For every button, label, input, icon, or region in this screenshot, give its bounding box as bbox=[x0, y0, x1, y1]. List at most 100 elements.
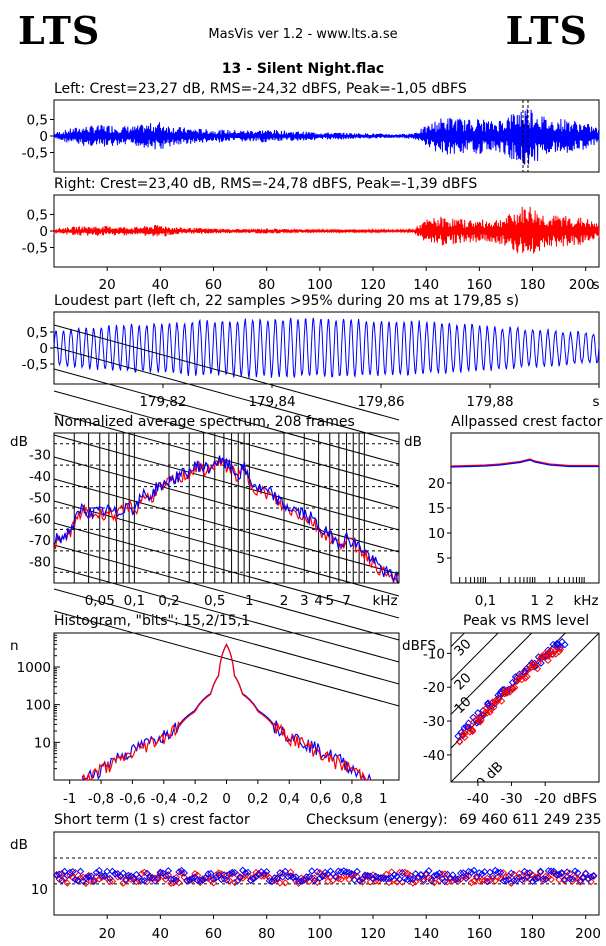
short-term-point-left bbox=[196, 876, 204, 885]
short-term-point-left bbox=[193, 876, 202, 885]
short-term-point-left bbox=[223, 876, 231, 884]
short-term-point-left bbox=[483, 877, 492, 886]
crest-y-tick-label: 10 bbox=[428, 526, 445, 542]
short-term-point-left bbox=[180, 869, 188, 877]
peak-rms-x-tick-label: -30 bbox=[501, 791, 523, 807]
peak-rms-y-tick-label: -20 bbox=[423, 680, 445, 696]
short-term-point-right bbox=[345, 875, 353, 884]
short-term-point-left bbox=[494, 868, 502, 876]
short-term-point-right bbox=[589, 872, 598, 881]
short-term-point-left bbox=[576, 876, 585, 885]
peak-rms-point-left bbox=[556, 643, 564, 652]
short-term-point-right bbox=[276, 879, 284, 887]
short-term-point-left bbox=[470, 866, 478, 875]
peak-rms-diagonal-label: 0 dB bbox=[473, 759, 506, 792]
crest-frame bbox=[450, 432, 600, 584]
x-unit-right: s bbox=[592, 277, 599, 293]
short-term-point-left bbox=[52, 871, 61, 880]
short-term-point-left bbox=[581, 869, 590, 878]
short-term-point-left bbox=[217, 875, 226, 884]
peak-rms-point-left bbox=[549, 640, 557, 649]
short-term-point-left bbox=[60, 867, 69, 876]
short-term-point-left bbox=[143, 869, 151, 878]
spectrum-x-tick-label: 0,05 bbox=[85, 593, 115, 609]
short-term-point-left bbox=[568, 875, 577, 883]
short-term-point-left bbox=[555, 870, 563, 879]
peak-rms-diagonal-label: 10 bbox=[451, 694, 474, 717]
peak-rms-x-tick-label: -20 bbox=[534, 791, 556, 807]
loudest-x-tick-label: 179,88 bbox=[466, 394, 513, 410]
short-term-y-unit: dB bbox=[10, 837, 28, 853]
short-term-point-left bbox=[419, 875, 428, 884]
short-term-point-left bbox=[574, 869, 582, 877]
peak-rms-point-right bbox=[487, 705, 495, 713]
histogram-x-tick-label: 0,2 bbox=[247, 791, 268, 807]
short-term-point-left bbox=[414, 873, 422, 881]
short-term-point-right bbox=[438, 870, 446, 878]
y-tick-label-right: 0 bbox=[39, 224, 48, 240]
short-term-x-tick-label: 180 bbox=[520, 926, 546, 942]
spectrum-slope-line bbox=[53, 434, 400, 531]
short-term-point-left bbox=[488, 872, 497, 880]
spectrum-y-tick-label: -60 bbox=[29, 512, 51, 528]
short-term-point-left bbox=[584, 875, 593, 883]
loudest-x-tick-label: 179,84 bbox=[248, 394, 295, 410]
loudest-y-tick-label: -0,5 bbox=[22, 357, 48, 373]
short-term-point-left bbox=[236, 873, 244, 881]
short-term-point-right bbox=[116, 872, 125, 880]
short-term-point-left bbox=[228, 868, 236, 877]
peak-rms-point-right bbox=[523, 673, 531, 681]
short-term-point-left bbox=[542, 875, 550, 883]
short-term-point-right bbox=[523, 869, 531, 877]
app-title: MasVis ver 1.2 - www.lts.a.se bbox=[208, 27, 398, 42]
short-term-point-left bbox=[528, 877, 537, 886]
histogram-y-tick-label: 10 bbox=[34, 735, 51, 751]
crest-trace-left bbox=[450, 459, 599, 468]
crest-x-tick-label: 1 bbox=[531, 593, 540, 609]
spectrum-trace-left bbox=[53, 455, 400, 585]
short-term-point-left bbox=[138, 876, 146, 885]
histogram-y-tick-label: 100 bbox=[25, 698, 51, 714]
crest-trace-right bbox=[450, 458, 599, 467]
short-term-point-right bbox=[278, 869, 287, 878]
short-term-point-left bbox=[478, 870, 486, 878]
crest-x-unit: kHz bbox=[573, 593, 598, 609]
short-term-point-left bbox=[119, 869, 127, 877]
spectrum-slope-line bbox=[53, 324, 400, 421]
short-term-x-tick-label: 140 bbox=[413, 926, 439, 942]
short-term-point-left bbox=[587, 873, 595, 881]
short-term-point-left bbox=[374, 873, 383, 882]
x-tick-label-right: 20 bbox=[99, 277, 116, 293]
short-term-point-left bbox=[507, 869, 515, 877]
short-term-point-right bbox=[82, 879, 90, 887]
histogram-x-tick-label: -0,8 bbox=[88, 791, 114, 807]
short-term-x-tick-label: 60 bbox=[205, 926, 222, 942]
spectrum-slope-line bbox=[53, 500, 400, 597]
short-term-point-left bbox=[462, 874, 470, 882]
short-term-point-left bbox=[55, 870, 64, 878]
y-tick-label-left: 0 bbox=[39, 129, 48, 145]
peak-rms-point-left bbox=[537, 659, 545, 667]
spectrum-slope-line bbox=[53, 346, 400, 443]
short-term-point-left bbox=[316, 874, 324, 882]
crest-y-unit: dB bbox=[404, 434, 422, 450]
peak-rms-x-unit: dBFS bbox=[563, 791, 597, 807]
short-term-point-right bbox=[175, 878, 183, 887]
short-term-point-left bbox=[106, 874, 114, 883]
short-term-point-left bbox=[244, 868, 252, 877]
short-term-point-left bbox=[430, 872, 438, 880]
peak-rms-point-left bbox=[457, 728, 466, 736]
short-term-point-right bbox=[63, 879, 71, 887]
peak-rms-point-right bbox=[510, 683, 519, 692]
short-term-point-left bbox=[313, 868, 321, 876]
crest-caption: Allpassed crest factor bbox=[451, 414, 603, 430]
short-term-point-left bbox=[520, 867, 529, 876]
crest-y-tick-label: 5 bbox=[436, 551, 445, 567]
logo-left: LTS bbox=[18, 8, 101, 53]
spectrum-slope-line bbox=[53, 478, 400, 575]
histogram-y-tick-label: 1000 bbox=[17, 660, 51, 676]
peak-rms-point-right bbox=[468, 726, 477, 734]
short-term-point-left bbox=[252, 873, 260, 881]
short-term-point-left bbox=[310, 876, 319, 885]
spectrum-x-tick-label: 5 bbox=[325, 593, 334, 609]
